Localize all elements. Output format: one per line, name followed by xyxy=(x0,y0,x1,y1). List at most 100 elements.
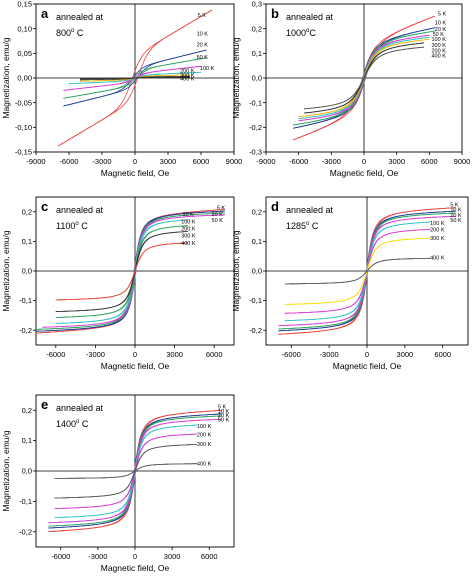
y-tick-label: 0,1 xyxy=(252,237,262,246)
series-label: 50 K xyxy=(218,417,230,423)
series-line-200k-ascending xyxy=(55,225,188,318)
x-tick-label: -6000 xyxy=(51,552,70,561)
annealing-temperature: 1000oC xyxy=(286,28,316,38)
y-tick-label: 0,2 xyxy=(252,24,262,33)
series-label: 400 K xyxy=(180,76,195,82)
series-label: 20 K xyxy=(197,42,209,48)
y-tick-label: -0,1 xyxy=(19,296,32,305)
panel-a: -9000 -6000 -3000 0 3000 6000 9000 -0,15 -0,10 -0… xyxy=(1,0,242,178)
series-line-100k-descending xyxy=(284,221,431,322)
y-tick-label: -0,3 xyxy=(249,148,262,157)
series-label: 50 K xyxy=(212,218,224,224)
series-label: 300 K xyxy=(181,233,196,239)
series-label: 50 K xyxy=(450,218,462,224)
series-line-200k-descending xyxy=(55,225,188,318)
series-label: 50 K xyxy=(433,32,445,38)
y-axis-label: Magnetization, emu/g xyxy=(1,230,11,312)
series-line-100k-ascending xyxy=(54,424,197,518)
curves xyxy=(293,15,435,141)
x-tick-label: -6000 xyxy=(289,157,308,166)
series-line-200k-ascending xyxy=(284,229,431,314)
series-label: 400 K xyxy=(430,256,445,262)
series-label: 400 K xyxy=(432,53,447,59)
y-axis-label: Magnetization, emu/g xyxy=(231,230,241,312)
x-tick-label: -3000 xyxy=(86,350,105,359)
y-tick-label: 0,2 xyxy=(22,406,32,415)
x-tick-label: -9000 xyxy=(26,157,45,166)
x-tick-label: -3000 xyxy=(320,350,339,359)
series-label: 10 K xyxy=(218,409,230,415)
series-label: 5 K xyxy=(218,405,227,411)
series-line-300k-ascending xyxy=(55,231,188,312)
series-label: 20 K xyxy=(450,213,462,219)
x-tick-label: 3000 xyxy=(397,350,414,359)
x-tick-label: 0 xyxy=(133,350,137,359)
y-tick-label: 0,0 xyxy=(252,74,262,83)
panel-d: -6000 -3000 0 3000 6000 -0,2 -0,1 0,0 0,1 0,2 Magn… xyxy=(231,196,469,371)
panel-letter: e xyxy=(41,397,48,412)
x-tick-label: -6000 xyxy=(282,350,301,359)
series-label: 5 K xyxy=(198,13,207,19)
panel-letter: a xyxy=(41,6,49,21)
series-line-20k-ascending xyxy=(63,57,207,99)
x-axis-label: Magnetic field, Oe xyxy=(330,168,399,178)
x-tick-label: -3000 xyxy=(92,157,111,166)
series-label: 300 K xyxy=(197,442,212,448)
series-label: 10 K xyxy=(435,21,447,27)
y-tick-label: -0,1 xyxy=(249,296,262,305)
curves xyxy=(36,209,225,334)
series-label: 200 K xyxy=(181,226,196,232)
x-tick-label: -9000 xyxy=(256,157,275,166)
series-line-400k-ascending xyxy=(80,76,190,80)
series-line-200k-ascending xyxy=(54,433,197,509)
x-axis-label: Magnetic field, Oe xyxy=(101,361,170,371)
annealing-temperature: 1400o C xyxy=(56,419,89,429)
x-tick-label: 0 xyxy=(365,350,369,359)
y-tick-label: 0,2 xyxy=(252,207,262,216)
x-tick-label: 0 xyxy=(133,157,137,166)
x-tick-label: -3000 xyxy=(322,157,341,166)
y-axis-label: Magnetization, emu/g xyxy=(1,37,11,119)
series-line-50k-ascending xyxy=(63,65,202,91)
y-axis-label: Magnetization, emu/g xyxy=(1,430,11,512)
annealing-temperature: 800o C xyxy=(56,28,84,38)
panel-letter: c xyxy=(41,199,48,214)
panel-b: -9000 -6000 -3000 0 3000 6000 9000 -0,3 -0,2 -0,1… xyxy=(231,0,470,178)
y-tick-label: -0,05 xyxy=(15,98,32,107)
y-tick-label: 0,3 xyxy=(252,0,262,9)
series-line-10k-ascending xyxy=(63,49,207,107)
y-tick-label: 0,15 xyxy=(17,0,32,9)
y-tick-label: 0,0 xyxy=(252,267,262,276)
y-tick-label: 0,0 xyxy=(22,267,32,276)
series-label: 5 K xyxy=(438,11,447,17)
series-line-5k-ascending xyxy=(57,9,213,147)
series-label: 10 K xyxy=(197,32,209,38)
curves xyxy=(48,410,222,532)
x-tick-label: 6000 xyxy=(421,157,438,166)
annealing-label: annealed at xyxy=(56,403,104,413)
series-label: 300 K xyxy=(430,236,445,242)
x-tick-label: -6000 xyxy=(59,157,78,166)
y-tick-label: -0,2 xyxy=(249,123,262,132)
x-tick-label: 0 xyxy=(362,157,366,166)
annealing-temperature: 1100o C xyxy=(56,221,88,231)
series-label: 5 K xyxy=(217,205,226,211)
annealing-label: annealed at xyxy=(56,205,104,215)
series-line-400k-ascending xyxy=(54,463,197,479)
series-line-300k-ascending xyxy=(284,237,431,305)
annealing-label: annealed at xyxy=(56,12,104,22)
y-tick-label: 0,0 xyxy=(22,467,32,476)
x-tick-label: 9000 xyxy=(454,157,471,166)
y-tick-label: -0,10 xyxy=(15,123,32,132)
x-axis-label: Magnetic field, Oe xyxy=(101,563,170,573)
series-line-400k-ascending xyxy=(284,257,431,285)
series-label: 100 K xyxy=(197,424,212,430)
x-axis-label: Magnetic field, Oe xyxy=(333,361,402,371)
series-label: 400 K xyxy=(181,241,196,247)
y-tick-label: 0,1 xyxy=(252,49,262,58)
series-line-100k-ascending xyxy=(55,219,188,324)
y-tick-label: -0,2 xyxy=(19,326,32,335)
series-label: 20 K xyxy=(212,212,224,218)
series-label: 200 K xyxy=(197,433,212,439)
